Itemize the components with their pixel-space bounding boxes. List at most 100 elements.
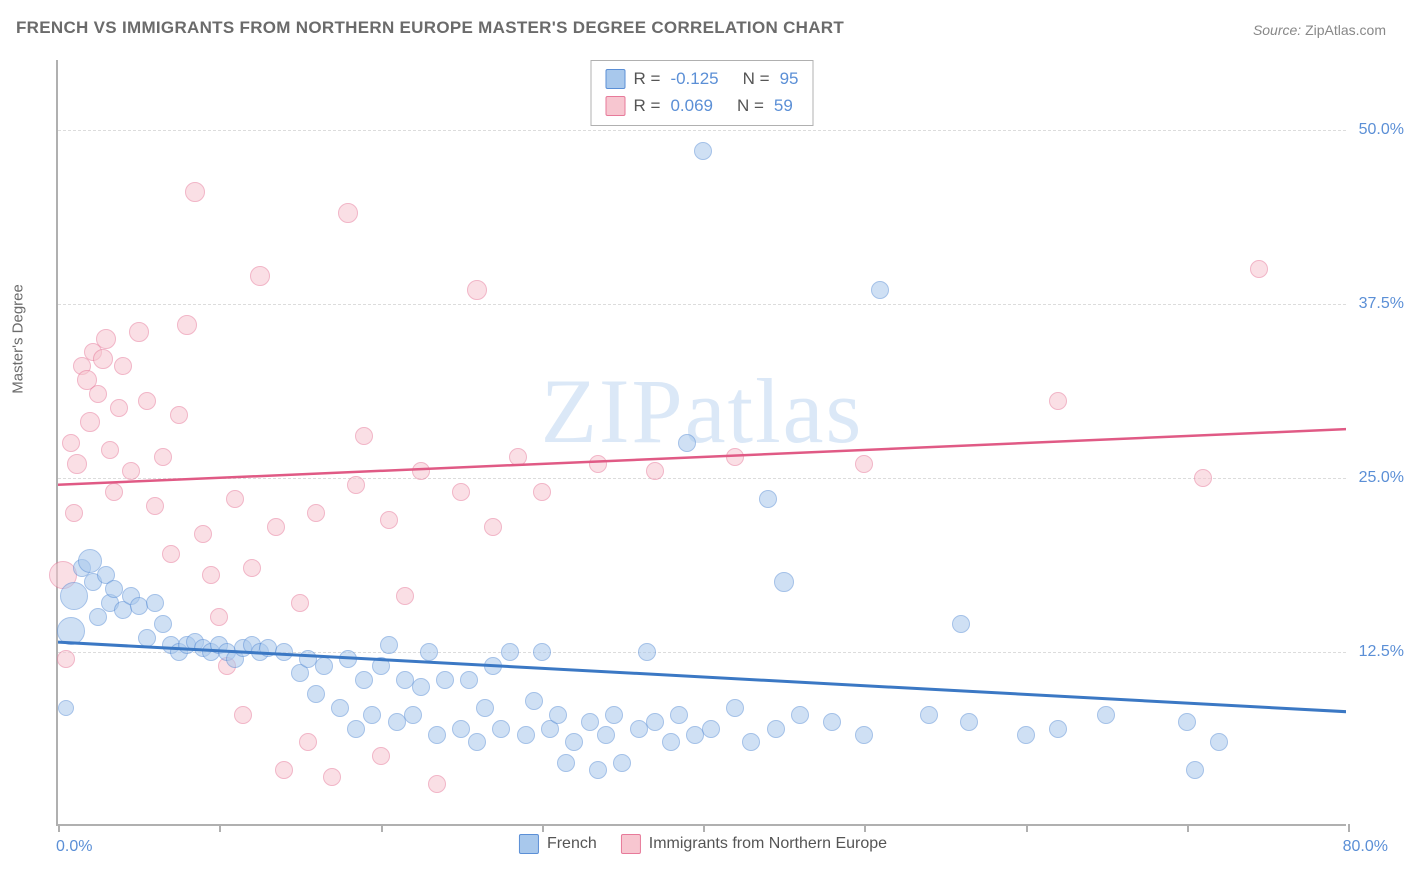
scatter-point-french (613, 754, 631, 772)
scatter-point-immigrants (1250, 260, 1268, 278)
x-tick (1026, 824, 1028, 832)
grid-line (58, 478, 1346, 479)
scatter-point-french (678, 434, 696, 452)
scatter-point-french (331, 699, 349, 717)
scatter-point-immigrants (80, 412, 100, 432)
x-tick (542, 824, 544, 832)
legend-item-immigrants: Immigrants from Northern Europe (621, 834, 887, 854)
x-tick (1348, 824, 1350, 832)
scatter-point-french (307, 685, 325, 703)
scatter-point-immigrants (185, 182, 205, 202)
scatter-point-french (501, 643, 519, 661)
legend-swatch-immigrants (621, 834, 641, 854)
n-value-immigrants: 59 (774, 92, 793, 119)
scatter-point-immigrants (110, 399, 128, 417)
correlation-row-immigrants: R = 0.069 N = 59 (606, 92, 799, 119)
n-value-french: 95 (780, 65, 799, 92)
scatter-point-immigrants (338, 203, 358, 223)
scatter-point-french (525, 692, 543, 710)
scatter-point-french (1097, 706, 1115, 724)
source-name: ZipAtlas.com (1305, 22, 1386, 38)
scatter-point-immigrants (412, 462, 430, 480)
scatter-point-french (871, 281, 889, 299)
scatter-point-french (428, 726, 446, 744)
scatter-point-immigrants (1194, 469, 1212, 487)
scatter-point-immigrants (234, 706, 252, 724)
swatch-immigrants (606, 96, 626, 116)
grid-line (58, 304, 1346, 305)
y-tick-label: 25.0% (1359, 469, 1404, 487)
scatter-point-french (436, 671, 454, 689)
correlation-row-french: R = -0.125 N = 95 (606, 65, 799, 92)
scatter-point-french (774, 572, 794, 592)
grid-line (58, 130, 1346, 131)
series-legend: French Immigrants from Northern Europe (519, 834, 887, 854)
scatter-point-immigrants (122, 462, 140, 480)
scatter-point-french (60, 582, 88, 610)
legend-label-immigrants: Immigrants from Northern Europe (649, 835, 887, 853)
scatter-point-immigrants (243, 559, 261, 577)
scatter-point-french (920, 706, 938, 724)
legend-swatch-french (519, 834, 539, 854)
r-label: R = (634, 92, 661, 119)
scatter-point-french (347, 720, 365, 738)
scatter-point-french (275, 643, 293, 661)
scatter-point-french (130, 597, 148, 615)
scatter-point-french (533, 643, 551, 661)
scatter-point-immigrants (299, 733, 317, 751)
scatter-point-french (1017, 726, 1035, 744)
scatter-point-french (670, 706, 688, 724)
scatter-point-immigrants (62, 434, 80, 452)
scatter-point-french (138, 629, 156, 647)
scatter-point-french (791, 706, 809, 724)
scatter-point-immigrants (146, 497, 164, 515)
scatter-point-french (517, 726, 535, 744)
scatter-point-immigrants (275, 761, 293, 779)
scatter-point-french (58, 700, 74, 716)
scatter-point-french (412, 678, 430, 696)
scatter-point-french (154, 615, 172, 633)
scatter-point-immigrants (101, 441, 119, 459)
scatter-point-french (589, 761, 607, 779)
scatter-point-immigrants (250, 266, 270, 286)
legend-label-french: French (547, 835, 597, 853)
x-tick (58, 824, 60, 832)
scatter-point-immigrants (1049, 392, 1067, 410)
scatter-point-immigrants (589, 455, 607, 473)
scatter-point-immigrants (170, 406, 188, 424)
scatter-point-french (315, 657, 333, 675)
scatter-point-french (759, 490, 777, 508)
scatter-point-immigrants (105, 483, 123, 501)
x-tick (381, 824, 383, 832)
chart-container: FRENCH VS IMMIGRANTS FROM NORTHERN EUROP… (0, 0, 1406, 892)
scatter-point-french (380, 636, 398, 654)
swatch-french (606, 69, 626, 89)
scatter-point-french (460, 671, 478, 689)
r-value-immigrants: 0.069 (670, 92, 713, 119)
scatter-point-french (1049, 720, 1067, 738)
x-axis-max-label: 80.0% (1343, 838, 1388, 856)
trend-line-immigrants (58, 429, 1346, 485)
scatter-point-immigrants (96, 329, 116, 349)
scatter-point-immigrants (372, 747, 390, 765)
y-tick-label: 37.5% (1359, 295, 1404, 313)
scatter-point-french (557, 754, 575, 772)
scatter-point-immigrants (396, 587, 414, 605)
scatter-point-french (702, 720, 720, 738)
scatter-point-french (1186, 761, 1204, 779)
scatter-point-french (57, 617, 85, 645)
scatter-point-immigrants (114, 357, 132, 375)
scatter-point-immigrants (291, 594, 309, 612)
scatter-point-immigrants (138, 392, 156, 410)
y-tick-label: 50.0% (1359, 121, 1404, 139)
r-label: R = (634, 65, 661, 92)
r-value-french: -0.125 (670, 65, 718, 92)
scatter-point-immigrants (355, 427, 373, 445)
scatter-point-french (855, 726, 873, 744)
scatter-point-french (823, 713, 841, 731)
x-tick (703, 824, 705, 832)
scatter-point-french (259, 639, 277, 657)
scatter-point-immigrants (533, 483, 551, 501)
scatter-point-immigrants (380, 511, 398, 529)
scatter-point-immigrants (93, 349, 113, 369)
